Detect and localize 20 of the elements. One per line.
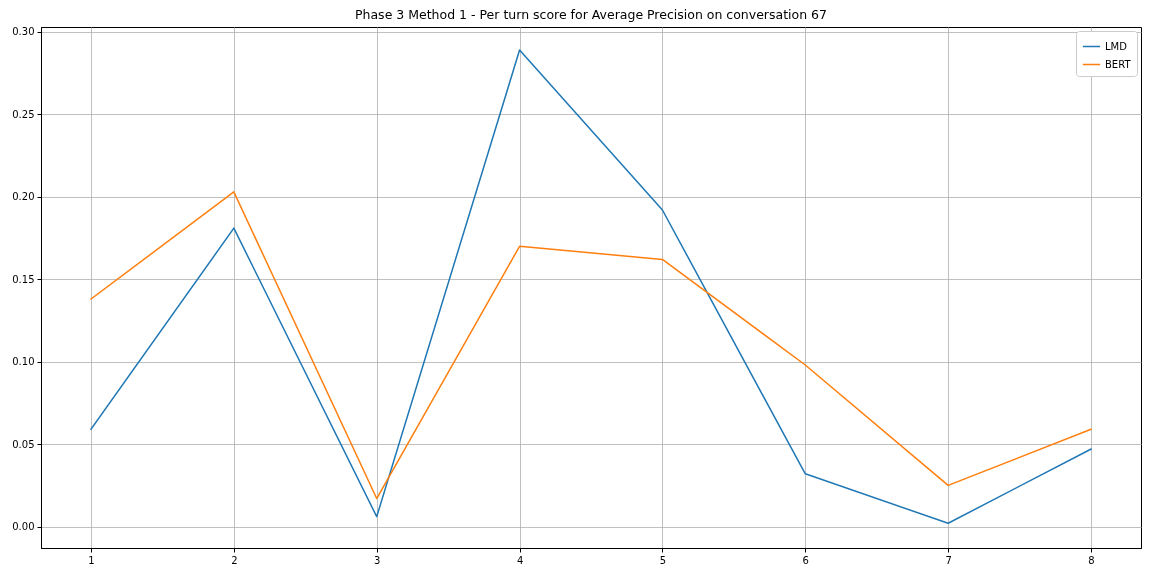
legend-label: LMD bbox=[1105, 40, 1128, 52]
y-tick-label: 0.25 bbox=[12, 108, 35, 120]
y-tick-label: 0.10 bbox=[12, 356, 35, 368]
y-tick-label: 0.20 bbox=[12, 191, 35, 203]
x-tick-label: 1 bbox=[88, 554, 95, 566]
y-tick-label: 0.05 bbox=[12, 438, 35, 450]
chart-title: Phase 3 Method 1 - Per turn score for Average Precision on conversation 67 bbox=[354, 7, 828, 23]
line-series bbox=[90, 191, 1092, 500]
x-tick-label: 8 bbox=[1088, 554, 1095, 566]
y-tick-label: 0.15 bbox=[12, 273, 35, 285]
y-tick-label: 0.00 bbox=[12, 521, 35, 533]
x-tick-label: 4 bbox=[516, 554, 524, 566]
x-tick-label: 3 bbox=[374, 554, 381, 566]
x-tick-label: 7 bbox=[945, 554, 952, 566]
x-tick-label: 2 bbox=[231, 554, 238, 566]
x-tick-label: 6 bbox=[802, 554, 809, 566]
legend-label: BERT bbox=[1105, 58, 1132, 70]
y-tick-label: 0.30 bbox=[12, 26, 35, 38]
x-tick-label: 5 bbox=[659, 554, 667, 566]
line-series bbox=[90, 49, 1092, 525]
